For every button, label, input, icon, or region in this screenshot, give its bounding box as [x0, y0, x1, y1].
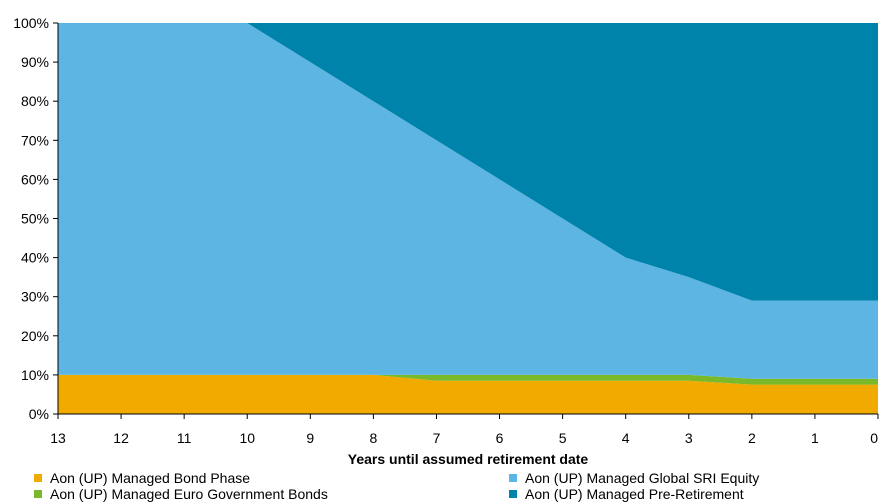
x-tick-label: 10 — [239, 430, 255, 446]
y-tick-label: 100% — [13, 15, 49, 31]
legend: Aon (UP) Managed Bond Phase Aon (UP) Mana… — [0, 468, 881, 502]
x-tick-label: 8 — [369, 430, 377, 446]
area-series-0 — [58, 374, 878, 414]
x-tick-label: 5 — [559, 430, 567, 446]
x-tick-label: 4 — [622, 430, 630, 446]
y-tick-label: 0% — [29, 406, 49, 422]
legend-label: Aon (UP) Managed Euro Government Bonds — [50, 486, 328, 502]
x-tick-label: 9 — [306, 430, 314, 446]
x-axis: 13 12 11 10 9 8 7 6 5 4 3 2 1 0 — [50, 413, 879, 446]
legend-label: Aon (UP) Managed Bond Phase — [50, 470, 251, 486]
y-tick-label: 40% — [21, 250, 49, 266]
x-tick-label: 3 — [685, 430, 693, 446]
area-series-3 — [58, 23, 878, 301]
legend-label: Aon (UP) Managed Global SRI Equity — [525, 470, 760, 486]
y-axis: 0% 10% 20% 30% 40% 50% 60% 70% 80% 90% 100% — [13, 15, 59, 422]
area-layers — [58, 23, 878, 414]
y-tick-label: 90% — [21, 54, 49, 70]
y-tick-label: 50% — [21, 211, 49, 227]
y-tick-label: 80% — [21, 93, 49, 109]
legend-swatch — [509, 490, 517, 498]
legend-swatch — [34, 474, 42, 482]
x-tick-label: 6 — [496, 430, 504, 446]
legend-item: Aon (UP) Managed Bond Phase — [34, 470, 250, 486]
y-tick-label: 20% — [21, 328, 49, 344]
y-tick-label: 70% — [21, 132, 49, 148]
y-tick-label: 10% — [21, 367, 49, 383]
x-axis-title: Years until assumed retirement date — [348, 451, 589, 467]
y-tick-label: 30% — [21, 289, 49, 305]
x-tick-label: 1 — [811, 430, 819, 446]
x-tick-label: 13 — [50, 430, 66, 446]
x-tick-label: 12 — [113, 430, 129, 446]
legend-swatch — [34, 490, 42, 498]
x-tick-label: 11 — [177, 430, 192, 446]
area-series-2 — [58, 23, 878, 379]
x-tick-label: 0 — [870, 430, 878, 446]
legend-label: Aon (UP) Managed Pre-Retirement — [525, 486, 744, 502]
y-tick-label: 60% — [21, 171, 49, 187]
legend-item: Aon (UP) Managed Global SRI Equity — [509, 470, 759, 486]
legend-swatch — [509, 474, 517, 482]
stacked-area-chart: 0%10%20%30%40%50%60%70%80%90%100% 13 12 11… — [13, 15, 879, 467]
area-series-1 — [58, 374, 878, 385]
legend-item: Aon (UP) Managed Euro Government Bonds — [34, 486, 328, 502]
x-tick-label: 7 — [433, 430, 441, 446]
legend-item: Aon (UP) Managed Pre-Retirement — [509, 486, 744, 502]
x-tick-label: 2 — [748, 430, 756, 446]
